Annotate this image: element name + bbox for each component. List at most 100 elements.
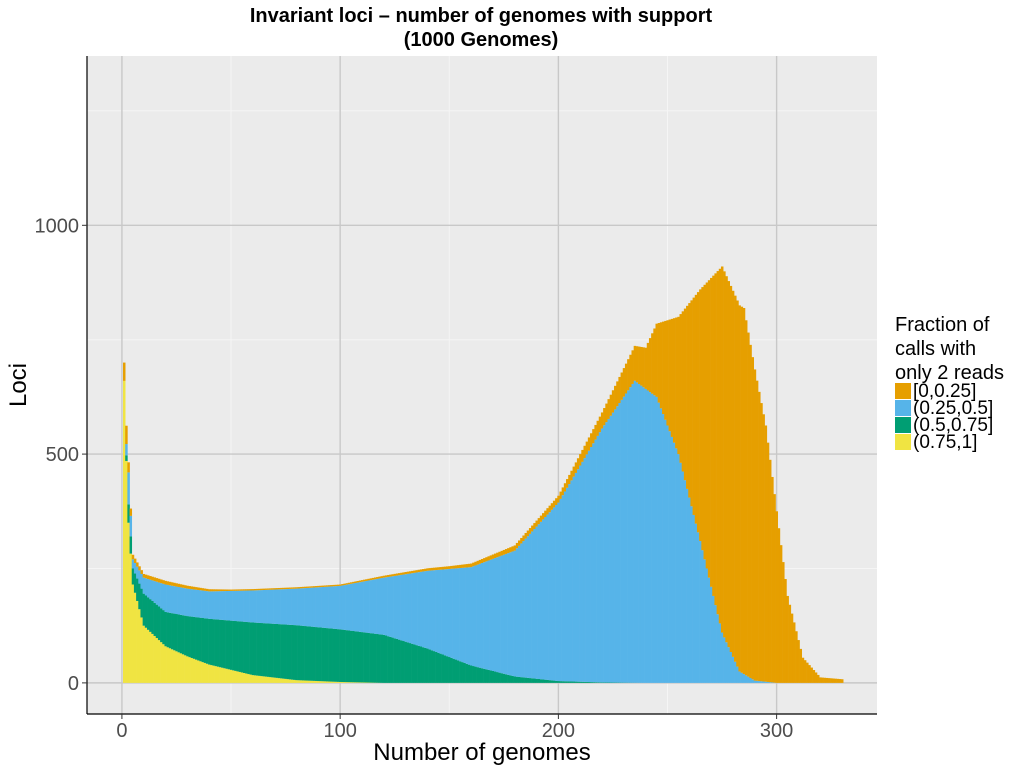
histogram-bar (393, 575, 397, 639)
histogram-bar (544, 679, 547, 683)
histogram-bar (435, 567, 438, 571)
histogram-bar (306, 626, 309, 681)
histogram-bar (168, 585, 172, 613)
histogram-bar (432, 651, 436, 683)
histogram-bar (686, 488, 689, 683)
histogram-bar (341, 584, 344, 586)
histogram-bar (363, 632, 366, 683)
histogram-bar (205, 588, 209, 592)
histogram-bar (622, 396, 626, 683)
histogram-bar (611, 390, 615, 413)
histogram-bar (295, 587, 298, 589)
histogram-bar (382, 634, 386, 683)
histogram-bar (219, 667, 222, 683)
histogram-bar (142, 625, 146, 683)
histogram-bar (301, 625, 305, 681)
histogram-bar (469, 563, 473, 568)
histogram-bar (168, 581, 172, 586)
histogram-bar (533, 523, 536, 530)
histogram-bar (171, 649, 174, 683)
histogram-bar (677, 454, 680, 683)
histogram-bar (406, 573, 410, 643)
histogram-bar (526, 536, 530, 678)
histogram-bar (666, 425, 669, 683)
histogram-bar (439, 569, 442, 654)
histogram-bar (480, 562, 484, 669)
histogram-bar (354, 581, 357, 583)
histogram-bar (830, 678, 833, 683)
histogram-bar (177, 652, 181, 683)
histogram-bar (234, 589, 237, 591)
histogram-bar (184, 655, 187, 683)
histogram-bar (131, 554, 135, 560)
histogram-bar (371, 633, 375, 683)
histogram-bar (786, 595, 789, 683)
histogram-bar (195, 659, 198, 683)
histogram-bar (585, 454, 589, 682)
histogram-bar (714, 605, 717, 683)
histogram-bar (203, 588, 207, 591)
histogram-bar (395, 573, 399, 576)
histogram-bar (352, 630, 355, 683)
histogram-bar (771, 476, 774, 683)
histogram-bar (323, 627, 327, 682)
histogram-bar (144, 574, 148, 579)
histogram-bar (742, 307, 746, 675)
histogram-bar (755, 680, 759, 683)
histogram-bar (192, 586, 196, 590)
histogram-bar (583, 458, 586, 682)
histogram-bar (415, 572, 418, 646)
histogram-bar (424, 571, 427, 648)
histogram-bar (644, 388, 648, 683)
histogram-bar (570, 470, 573, 481)
histogram-bar (133, 558, 137, 563)
histogram-bar (251, 622, 255, 676)
histogram-bar (282, 589, 285, 625)
histogram-bar (441, 566, 445, 570)
histogram-bar (249, 674, 253, 683)
histogram-bar (297, 587, 301, 589)
histogram-bar (459, 568, 462, 662)
histogram-bar (498, 672, 501, 683)
histogram-bar (212, 589, 215, 592)
histogram-bar (136, 562, 139, 567)
histogram-bar (552, 500, 556, 508)
histogram-bar (439, 653, 442, 683)
histogram-bar (343, 629, 346, 683)
histogram-bar (646, 390, 650, 683)
histogram-bar (345, 583, 349, 585)
x-axis-title: Number of genomes (373, 739, 590, 766)
histogram-bar (251, 589, 255, 591)
histogram-bar (184, 615, 187, 656)
histogram-bar (494, 553, 497, 559)
legend-label: [0,0.25] (913, 381, 976, 402)
histogram-bar (271, 588, 274, 590)
histogram-bar (664, 320, 667, 420)
histogram-bar (349, 582, 353, 584)
histogram-bar (555, 505, 558, 681)
histogram-bar (179, 587, 183, 615)
histogram-bar (491, 554, 495, 559)
histogram-bar (306, 587, 309, 627)
histogram-bar (389, 636, 392, 683)
histogram-bar (164, 580, 167, 585)
histogram-bar (587, 437, 591, 451)
histogram-bar (478, 559, 482, 564)
histogram-bar (450, 568, 453, 658)
histogram-bar (129, 508, 133, 516)
histogram-bar (334, 628, 338, 682)
histogram-bar (221, 591, 224, 620)
histogram-bar (415, 570, 418, 573)
histogram-bar (349, 682, 353, 683)
histogram-bar (539, 521, 543, 680)
histogram-bar (718, 268, 722, 624)
histogram-bar (535, 520, 538, 527)
histogram-bar (304, 586, 307, 589)
histogram-bar (275, 588, 279, 590)
histogram-bar (679, 314, 682, 463)
histogram-bar (648, 392, 652, 683)
histogram-bar (395, 638, 399, 683)
histogram-bar (205, 663, 209, 683)
histogram-bar (240, 590, 244, 622)
histogram-bar (605, 403, 608, 423)
